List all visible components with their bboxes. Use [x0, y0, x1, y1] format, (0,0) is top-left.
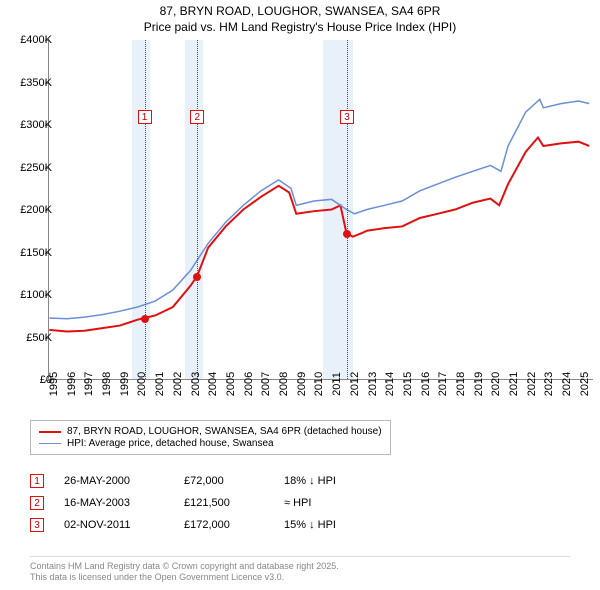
sale-marker-badge: 2: [190, 110, 204, 124]
series-hpi: [49, 99, 589, 318]
x-axis-label: 1998: [101, 372, 113, 396]
footer-line2: This data is licensed under the Open Gov…: [30, 572, 570, 584]
x-axis-label: 2003: [190, 372, 202, 396]
x-axis-label: 2004: [207, 372, 219, 396]
legend-row: 87, BRYN ROAD, LOUGHOR, SWANSEA, SA4 6PR…: [39, 426, 382, 437]
x-axis-label: 2002: [172, 372, 184, 396]
x-axis-label: 2016: [420, 372, 432, 396]
x-axis-label: 2018: [455, 372, 467, 396]
y-axis-label: £250K: [20, 162, 52, 174]
chart-plot-area: 1 2 3: [48, 40, 593, 380]
footer-line1: Contains HM Land Registry data © Crown c…: [30, 561, 570, 573]
legend-swatch: [39, 443, 61, 444]
sale-marker-line: [347, 40, 348, 379]
x-axis-label: 2022: [526, 372, 538, 396]
chart-title: 87, BRYN ROAD, LOUGHOR, SWANSEA, SA4 6PR…: [0, 0, 600, 35]
y-axis-label: £400K: [20, 34, 52, 46]
x-axis-label: 2008: [278, 372, 290, 396]
x-axis-label: 2014: [384, 372, 396, 396]
sale-marker-badge: 1: [138, 110, 152, 124]
x-axis-label: 2015: [402, 372, 414, 396]
x-axis-label: 2021: [508, 372, 520, 396]
y-axis-label: £100K: [20, 289, 52, 301]
legend-label: 87, BRYN ROAD, LOUGHOR, SWANSEA, SA4 6PR…: [67, 426, 382, 437]
y-axis-label: £200K: [20, 204, 52, 216]
x-axis-label: 1996: [66, 372, 78, 396]
legend: 87, BRYN ROAD, LOUGHOR, SWANSEA, SA4 6PR…: [30, 420, 391, 455]
x-axis-label: 2011: [331, 372, 343, 396]
sale-row-price: £172,000: [184, 519, 264, 531]
y-axis-label: £50K: [26, 332, 52, 344]
sales-table-row: 3 02-NOV-2011 £172,000 15% ↓ HPI: [30, 514, 374, 536]
x-axis-label: 2010: [313, 372, 325, 396]
sale-row-change: 18% ↓ HPI: [284, 475, 374, 487]
sale-marker-line: [197, 40, 198, 379]
legend-swatch: [39, 431, 61, 433]
x-axis-label: 2006: [243, 372, 255, 396]
legend-row: HPI: Average price, detached house, Swan…: [39, 438, 382, 449]
y-axis-label: £300K: [20, 119, 52, 131]
sale-point-dot: [193, 273, 201, 281]
x-axis-label: 2013: [367, 372, 379, 396]
x-axis-label: 2009: [296, 372, 308, 396]
y-axis-label: £350K: [20, 77, 52, 89]
x-axis-label: 2025: [579, 372, 591, 396]
sales-table-row: 2 16-MAY-2003 £121,500 ≈ HPI: [30, 492, 374, 514]
sale-row-badge: 2: [30, 496, 44, 510]
x-axis-label: 2001: [154, 372, 166, 396]
sale-row-date: 16-MAY-2003: [64, 497, 164, 509]
x-axis-label: 1999: [119, 372, 131, 396]
sale-row-date: 02-NOV-2011: [64, 519, 164, 531]
series-price_paid: [49, 138, 589, 332]
x-axis-label: 2019: [473, 372, 485, 396]
x-axis-label: 2023: [543, 372, 555, 396]
footer-attribution: Contains HM Land Registry data © Crown c…: [30, 556, 570, 584]
y-axis-label: £150K: [20, 247, 52, 259]
x-axis-label: 1995: [48, 372, 60, 396]
title-line2: Price paid vs. HM Land Registry's House …: [0, 20, 600, 36]
sale-marker-badge: 3: [340, 110, 354, 124]
sales-table: 1 26-MAY-2000 £72,000 18% ↓ HPI 2 16-MAY-2003…: [30, 470, 374, 536]
x-axis-label: 2017: [437, 372, 449, 396]
sale-row-price: £72,000: [184, 475, 264, 487]
x-axis-label: 2007: [260, 372, 272, 396]
sale-point-dot: [141, 315, 149, 323]
sale-row-price: £121,500: [184, 497, 264, 509]
x-axis-label: 2000: [136, 372, 148, 396]
chart-lines-svg: [49, 40, 593, 379]
x-axis-label: 2005: [225, 372, 237, 396]
x-axis-label: 2020: [490, 372, 502, 396]
x-axis-label: 2024: [561, 372, 573, 396]
x-axis-label: 1997: [83, 372, 95, 396]
sale-point-dot: [343, 230, 351, 238]
x-axis-label: 2012: [349, 372, 361, 396]
sale-row-change: ≈ HPI: [284, 497, 374, 509]
sale-row-badge: 3: [30, 518, 44, 532]
title-line1: 87, BRYN ROAD, LOUGHOR, SWANSEA, SA4 6PR: [0, 4, 600, 20]
legend-label: HPI: Average price, detached house, Swan…: [67, 438, 274, 449]
sales-table-row: 1 26-MAY-2000 £72,000 18% ↓ HPI: [30, 470, 374, 492]
sale-row-badge: 1: [30, 474, 44, 488]
sale-marker-line: [145, 40, 146, 379]
sale-row-date: 26-MAY-2000: [64, 475, 164, 487]
sale-row-change: 15% ↓ HPI: [284, 519, 374, 531]
